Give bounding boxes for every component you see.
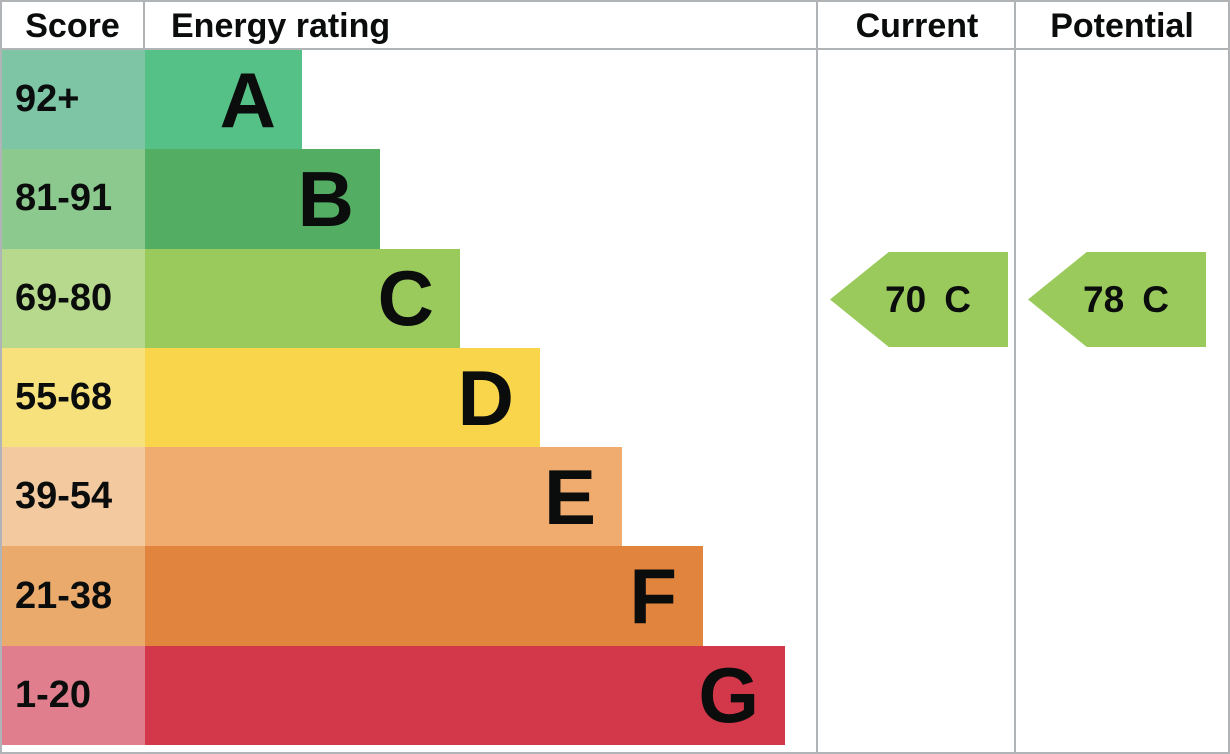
current-rating-letter: C [944,278,971,320]
score-range-g: 1-20 [2,645,145,746]
band-bar-a: A [145,50,302,150]
band-bar-e: E [145,447,622,547]
band-letter-e: E [543,452,596,541]
current-column-header: Current [855,7,979,45]
band-row-c: 69-80 C [2,248,1228,348]
band-letter-a: A [219,55,276,144]
score-range-a: 92+ [2,50,145,150]
score-range-b: 81-91 [2,149,145,249]
potential-rating-value: 78 [1083,278,1125,320]
band-letter-f: F [629,552,677,641]
band-row-d: 55-68 D [2,347,1228,448]
band-bar-f: F [145,546,703,646]
band-letter-c: C [377,254,434,343]
band-row-b: 81-91 B [2,149,1228,249]
band-letter-d: D [457,353,514,442]
header-row: Score Energy rating Current Potential [2,2,1228,50]
score-range-c: 69-80 [2,248,145,348]
potential-rating-letter: C [1142,278,1169,320]
band-row-g: 1-20 G [2,645,1228,746]
potential-column-divider [1014,2,1016,752]
current-rating-value: 70 [885,278,927,320]
band-row-a: 92+ A [2,50,1228,150]
potential-column-header: Potential [1050,7,1194,45]
score-column-header: Score [2,2,145,48]
band-row-f: 21-38 F [2,546,1228,646]
band-bar-d: D [145,347,540,448]
band-bar-g: G [145,645,785,746]
band-row-e: 39-54 E [2,447,1228,547]
current-column-divider [816,2,818,752]
band-letter-g: G [698,651,759,740]
energy-rating-column-header: Energy rating [171,7,391,45]
score-range-d: 55-68 [2,347,145,448]
band-bar-b: B [145,149,380,249]
band-letter-b: B [297,154,354,243]
score-range-f: 21-38 [2,546,145,646]
score-range-e: 39-54 [2,447,145,547]
band-rows: 92+ A 81-91 B 69-80 C 55-68 D 39-54 E 21-38 F 1-20 G [2,50,1228,746]
band-bar-c: C [145,248,460,348]
